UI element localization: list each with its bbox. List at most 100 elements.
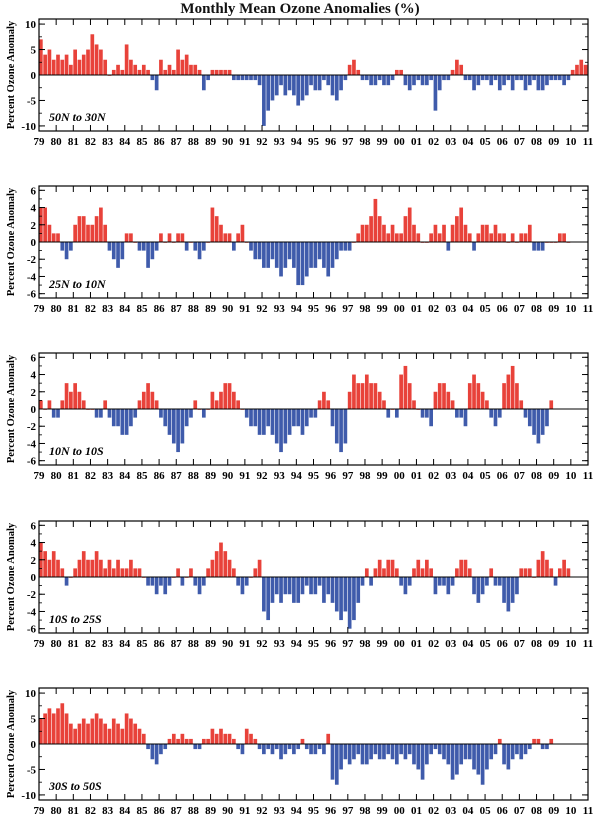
x-tick-label: 87 [171,638,183,650]
anomaly-bar [562,559,566,577]
anomaly-bar [77,559,82,577]
anomaly-bar [317,577,322,586]
anomaly-bar [266,242,271,268]
anomaly-bar [399,744,403,755]
anomaly-bar [116,409,120,427]
anomaly-bar [317,744,322,750]
x-tick-label: 80 [51,470,63,482]
anomaly-bar [519,744,524,760]
anomaly-bar [146,577,150,586]
x-tick-label: 90 [222,638,234,650]
anomaly-bar [154,400,159,409]
x-tick-label: 88 [188,136,200,148]
x-tick-label: 96 [325,470,337,482]
anomaly-bar [485,744,489,770]
anomaly-bar [257,242,262,260]
anomaly-bar [420,568,425,577]
anomaly-bar [493,577,498,586]
anomaly-bar [60,568,65,577]
anomaly-bar [150,577,155,586]
anomaly-bar [360,75,365,81]
x-tick-label: 89 [205,638,217,650]
anomaly-bar [527,568,532,577]
anomaly-bar [510,233,515,242]
anomaly-bar [485,577,489,586]
anomaly-bar [283,409,288,444]
anomaly-bar [360,224,365,242]
anomaly-bar [137,568,142,577]
anomaly-bar [73,224,77,242]
anomaly-bar [133,568,138,577]
anomaly-bar [154,242,159,251]
anomaly-bar [502,383,506,409]
anomaly-bar [433,391,438,409]
x-tick-label: 08 [531,303,543,315]
anomaly-bar [210,728,215,744]
anomaly-bar [232,568,236,577]
anomaly-bar [322,391,326,409]
anomaly-bar [343,242,348,251]
anomaly-bar [317,75,322,91]
anomaly-bar [300,242,305,286]
anomaly-bar [56,708,60,744]
x-tick-label: 01 [411,470,422,482]
anomaly-bar [227,733,232,744]
anomaly-bar [407,744,412,755]
anomaly-bar [124,568,129,577]
x-tick-label: 86 [154,303,166,315]
anomaly-bar [296,242,301,286]
anomaly-bar [343,409,348,444]
x-tick-label: 87 [171,805,183,817]
anomaly-bar [519,75,524,81]
x-tick-label: 88 [188,638,200,650]
x-tick-label: 83 [102,470,114,482]
anomaly-bar [527,409,532,427]
anomaly-bar [429,744,433,755]
anomaly-bar [429,75,433,81]
anomaly-bar [304,577,309,586]
anomaly-bar [425,744,429,765]
y-tick-label: 4 [31,370,37,382]
anomaly-bar [184,738,189,744]
anomaly-bar [159,233,163,242]
anomaly-bar [369,383,373,409]
y-tick-label: 6 [31,520,37,532]
anomaly-bar [317,400,322,409]
anomaly-bar [403,216,408,242]
anomaly-bar [240,577,245,595]
x-tick-label: 94 [291,136,303,148]
x-tick-label: 94 [291,470,303,482]
x-tick-label: 87 [171,303,183,315]
anomaly-bar [111,69,116,75]
anomaly-bar [103,400,108,409]
anomaly-bar [472,577,476,595]
anomaly-bar [176,233,180,242]
anomaly-bar [437,75,442,91]
x-tick-label: 83 [102,638,114,650]
anomaly-bar [116,723,120,744]
y-tick-label: 10 [25,688,37,700]
anomaly-bar [472,744,476,770]
anomaly-bar [429,409,433,427]
anomaly-bar [562,233,566,242]
anomaly-bar [304,75,309,96]
anomaly-bar [545,409,549,427]
anomaly-bar [425,559,429,577]
anomaly-bar [467,75,472,81]
anomaly-bar [360,577,365,586]
anomaly-bar [369,744,373,760]
anomaly-bar [129,409,133,427]
x-tick-label: 02 [428,136,440,148]
anomaly-bar [532,242,536,251]
anomaly-bar [480,224,485,242]
anomaly-bar [540,75,545,91]
anomaly-bar [176,409,180,453]
anomaly-bar [502,233,506,242]
x-tick-label: 97 [342,805,354,817]
x-tick-label: 81 [68,470,79,482]
anomaly-bar [270,577,275,603]
anomaly-bar [476,744,481,775]
y-tick-label: 4 [31,203,37,215]
anomaly-bar [515,744,519,755]
